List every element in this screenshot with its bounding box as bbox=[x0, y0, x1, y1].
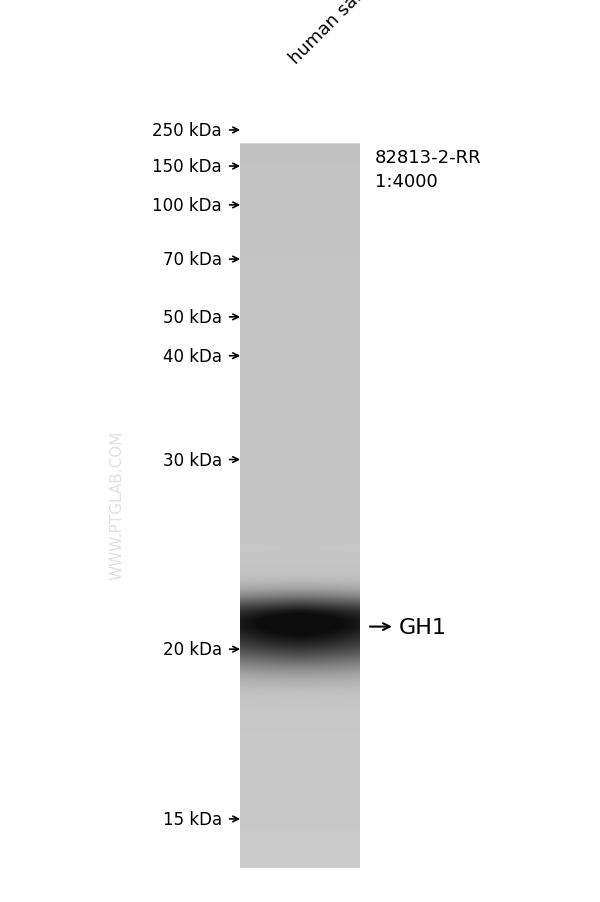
Text: 82813-2-RR
1:4000: 82813-2-RR 1:4000 bbox=[375, 149, 482, 190]
Text: WWW.PTGLAB.COM: WWW.PTGLAB.COM bbox=[110, 430, 125, 580]
Text: 70 kDa: 70 kDa bbox=[163, 251, 222, 269]
Text: 250 kDa: 250 kDa bbox=[152, 122, 222, 140]
Text: 30 kDa: 30 kDa bbox=[163, 451, 222, 469]
Text: human saliva: human saliva bbox=[286, 0, 385, 68]
Text: 100 kDa: 100 kDa bbox=[152, 197, 222, 215]
Text: 50 kDa: 50 kDa bbox=[163, 308, 222, 327]
Text: 40 kDa: 40 kDa bbox=[163, 347, 222, 365]
Text: 20 kDa: 20 kDa bbox=[163, 640, 222, 658]
Text: 15 kDa: 15 kDa bbox=[163, 810, 222, 828]
Text: 150 kDa: 150 kDa bbox=[152, 158, 222, 176]
Text: GH1: GH1 bbox=[399, 617, 447, 637]
